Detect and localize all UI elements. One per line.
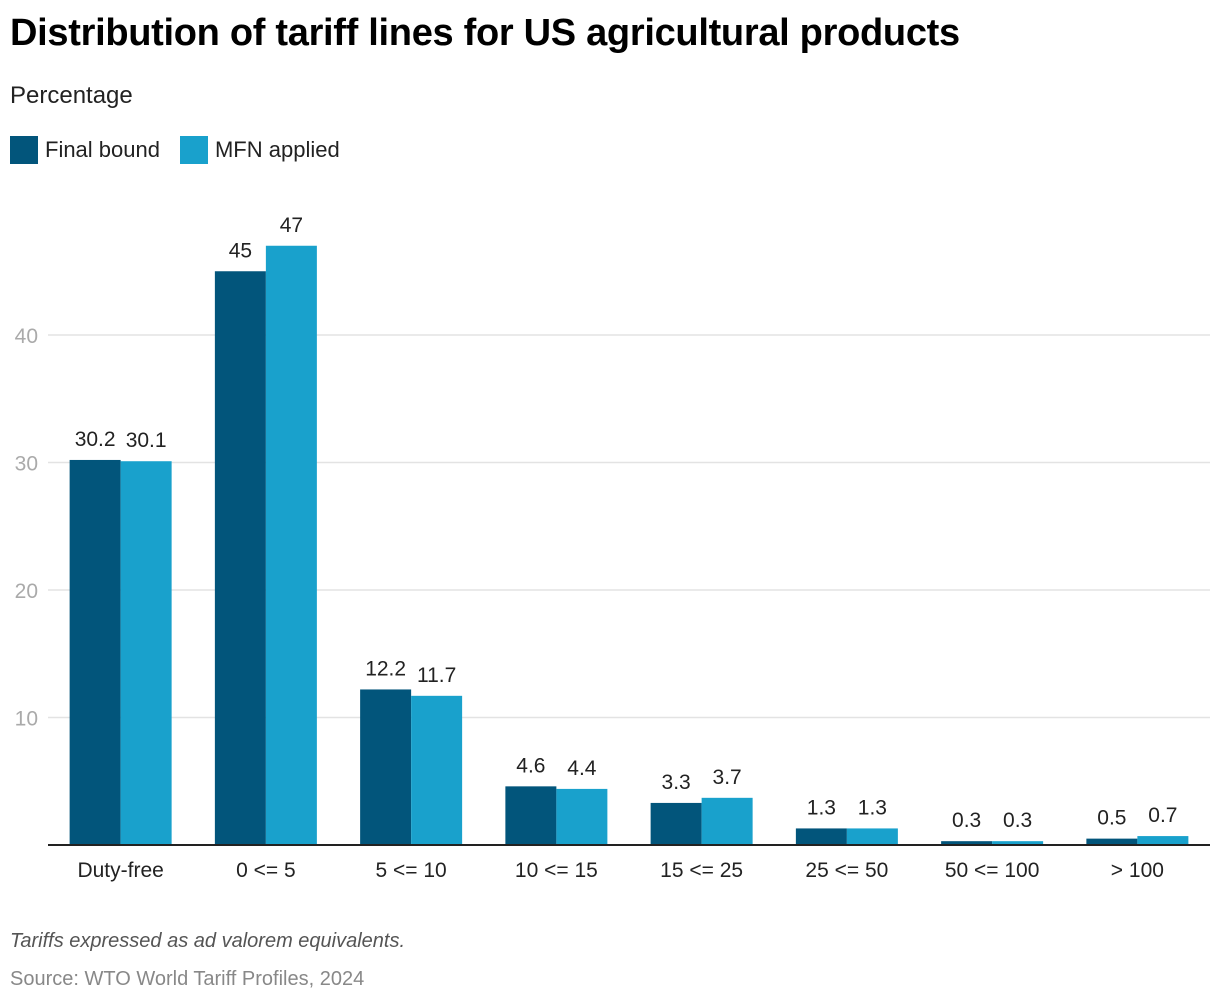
data-label: 30.1 bbox=[126, 429, 167, 452]
x-tick-label: 0 <= 5 bbox=[236, 859, 296, 882]
legend-label-mfn-applied: MFN applied bbox=[214, 137, 340, 162]
x-tick-label: 10 <= 15 bbox=[515, 859, 598, 882]
data-label: 0.3 bbox=[952, 809, 981, 832]
bar-mfn-applied bbox=[411, 695, 463, 845]
data-label: 30.2 bbox=[75, 428, 116, 451]
data-label: 0.7 bbox=[1148, 804, 1177, 827]
x-tick-label: > 100 bbox=[1111, 859, 1164, 882]
legend: Final bound MFN applied bbox=[10, 136, 360, 164]
chart-note: Tariffs expressed as ad valorem equivale… bbox=[10, 930, 406, 952]
data-label: 4.4 bbox=[567, 757, 597, 780]
bar-mfn-applied bbox=[556, 788, 608, 845]
bar-final-bound bbox=[360, 689, 412, 845]
y-tick-label: 40 bbox=[15, 325, 38, 348]
chart-source: Source: WTO World Tariff Profiles, 2024 bbox=[10, 968, 365, 990]
data-label: 12.2 bbox=[365, 657, 406, 680]
bar-final-bound bbox=[941, 841, 993, 845]
data-label: 0.3 bbox=[1003, 809, 1032, 832]
x-tick-label: 15 <= 25 bbox=[660, 859, 743, 882]
bar-mfn-applied bbox=[701, 797, 753, 845]
bar-final-bound bbox=[505, 786, 557, 845]
data-label: 47 bbox=[280, 214, 303, 237]
legend-item-mfn-applied: MFN applied bbox=[179, 136, 340, 164]
bar-final-bound bbox=[214, 271, 266, 845]
bar-mfn-applied bbox=[992, 841, 1044, 845]
y-tick-label: 10 bbox=[15, 708, 38, 731]
x-tick-label: Duty-free bbox=[77, 859, 163, 882]
legend-swatch-final-bound bbox=[10, 136, 38, 164]
bar-final-bound bbox=[650, 802, 702, 845]
legend-label-final-bound: Final bound bbox=[45, 137, 160, 162]
bar-final-bound bbox=[1086, 838, 1138, 845]
x-tick-label: 5 <= 10 bbox=[376, 859, 447, 882]
x-tick-label: 50 <= 100 bbox=[945, 859, 1040, 882]
bar-mfn-applied bbox=[1137, 836, 1189, 845]
chart-subtitle: Percentage bbox=[10, 82, 133, 109]
data-label: 4.6 bbox=[516, 754, 545, 777]
bar-mfn-applied bbox=[265, 245, 317, 845]
data-label: 1.3 bbox=[807, 796, 836, 819]
data-label: 1.3 bbox=[858, 796, 887, 819]
data-label: 45 bbox=[229, 239, 252, 262]
x-tick-label: 25 <= 50 bbox=[805, 859, 888, 882]
data-label: 3.7 bbox=[713, 766, 742, 789]
legend-item-final-bound: Final bound bbox=[10, 136, 160, 164]
bar-final-bound bbox=[795, 828, 847, 845]
chart-title: Distribution of tariff lines for US agri… bbox=[10, 12, 960, 54]
data-label: 0.5 bbox=[1097, 807, 1126, 830]
bar-mfn-applied bbox=[120, 461, 172, 845]
y-tick-label: 30 bbox=[15, 453, 38, 476]
bar-mfn-applied bbox=[846, 828, 898, 845]
y-tick-label: 20 bbox=[15, 580, 38, 603]
data-label: 11.7 bbox=[417, 664, 456, 687]
bar-final-bound bbox=[69, 459, 121, 845]
legend-swatch-mfn-applied bbox=[179, 136, 208, 164]
data-label: 3.3 bbox=[662, 771, 691, 794]
